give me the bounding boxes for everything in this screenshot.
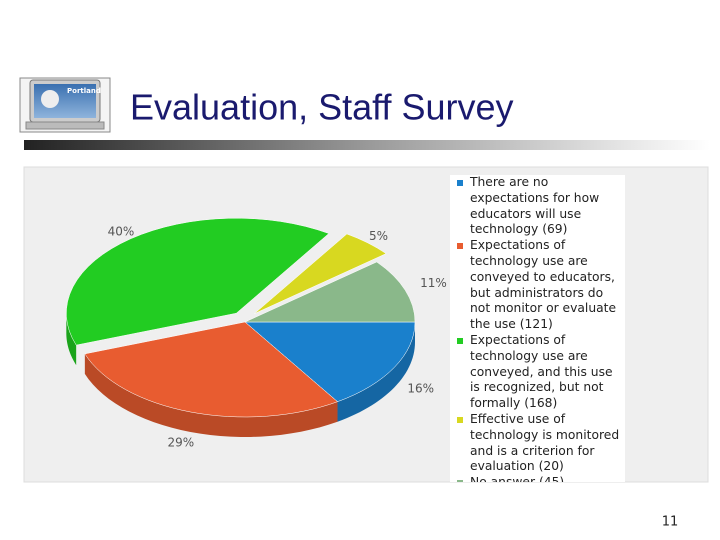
legend-swatch bbox=[457, 243, 463, 250]
value-label: 40% bbox=[108, 224, 135, 238]
slice-side bbox=[84, 353, 338, 437]
slice bbox=[244, 321, 416, 402]
legend-label: There are no expectations for how educat… bbox=[470, 175, 600, 237]
slice bbox=[254, 233, 387, 314]
legend-label: No answer (45) bbox=[470, 475, 564, 482]
value-label: 5% bbox=[369, 229, 388, 243]
pie: 16% 29% 40% 5% 11% bbox=[66, 217, 447, 449]
slice bbox=[244, 261, 416, 323]
title-rule bbox=[24, 140, 710, 150]
legend-item: Expectations of technology use are conve… bbox=[450, 333, 620, 412]
slice bbox=[84, 321, 339, 418]
legend-item: Expectations of technology use are conve… bbox=[450, 238, 620, 333]
logo-text: Portland bbox=[67, 87, 101, 95]
slide-title: Evaluation, Staff Survey bbox=[130, 87, 514, 128]
legend-label: Expectations of technology use are conve… bbox=[470, 332, 613, 411]
value-label: 29% bbox=[167, 435, 194, 449]
legend-label: Expectations of technology use are conve… bbox=[470, 238, 617, 332]
value-label: 16% bbox=[407, 381, 434, 395]
logo: Portland bbox=[19, 77, 111, 133]
slice bbox=[66, 217, 330, 346]
value-label: 11% bbox=[420, 276, 447, 290]
legend-label: Effective use of technology is monitored… bbox=[470, 411, 620, 474]
page-number: 11 bbox=[662, 515, 679, 530]
legend-swatch bbox=[457, 180, 463, 186]
legend-item: No answer (45) bbox=[450, 475, 620, 482]
legend-swatch bbox=[457, 337, 463, 344]
slice-side bbox=[337, 322, 415, 422]
legend-item: There are no expectations for how educat… bbox=[450, 175, 620, 238]
slice-side bbox=[66, 313, 77, 366]
legend-swatch bbox=[457, 480, 463, 482]
legend-swatch bbox=[457, 416, 463, 423]
legend-item: Effective use of technology is monitored… bbox=[450, 412, 620, 475]
legend: There are no expectations for how educat… bbox=[450, 175, 625, 482]
